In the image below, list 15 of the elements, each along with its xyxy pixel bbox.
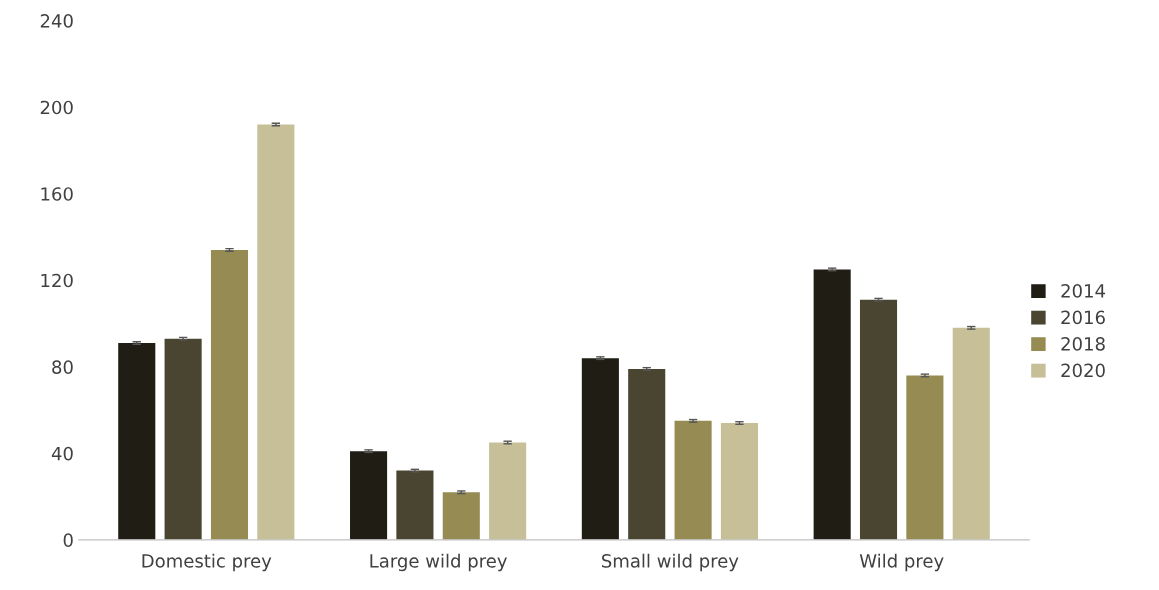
x-tick-label: Small wild prey xyxy=(602,553,739,572)
y-tick-label: 120 xyxy=(41,273,73,288)
y-tick-label: 80 xyxy=(52,360,73,374)
x-tick-label: Wild prey xyxy=(859,553,944,572)
y-tick-label: 200 xyxy=(40,100,73,115)
y-tick-label: 0 xyxy=(63,533,73,547)
y-tick-label: 240 xyxy=(40,14,73,28)
legend-label: 2014 xyxy=(1061,284,1106,298)
y-tick-label: 160 xyxy=(41,187,73,201)
y-tick-label: 40 xyxy=(51,446,73,461)
legend-label: 2018 xyxy=(1061,337,1105,351)
legend-label: 2016 xyxy=(1061,310,1105,325)
x-tick-label: Large wild prey xyxy=(370,553,507,572)
x-tick-label: Domestic prey xyxy=(142,553,272,572)
legend-label: 2020 xyxy=(1061,363,1105,378)
